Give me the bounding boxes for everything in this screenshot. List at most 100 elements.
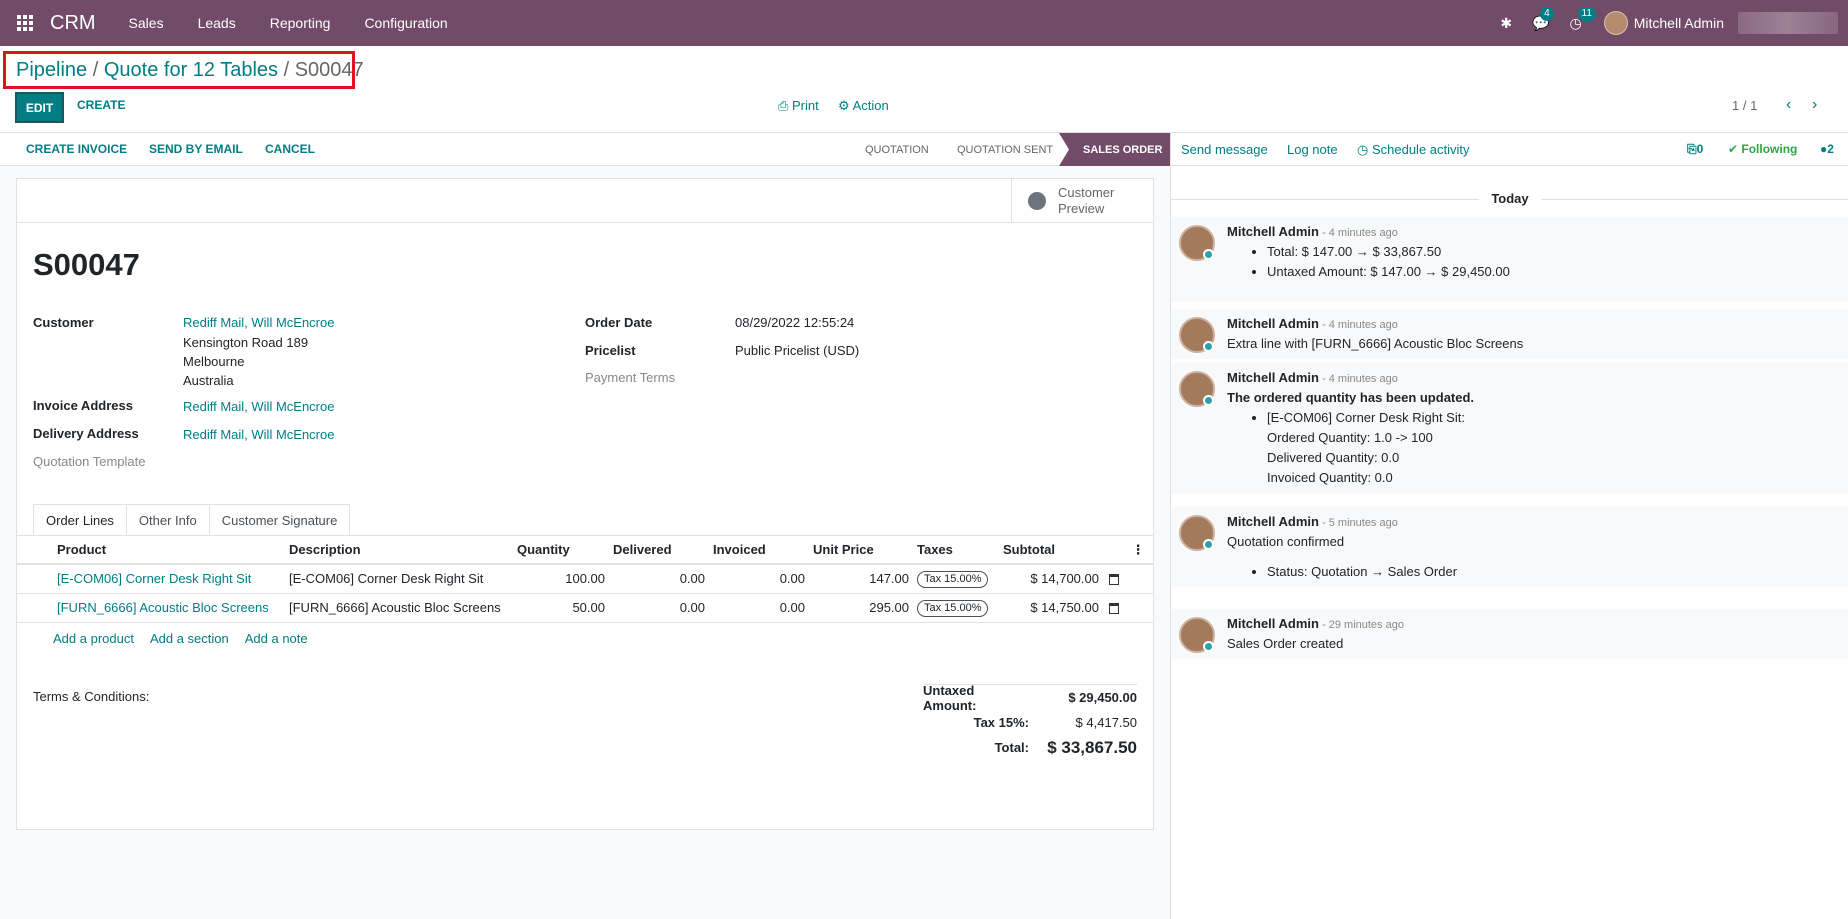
tracking-value: Status: Quotation → Sales Order <box>1267 562 1457 582</box>
breadcrumb-pipeline[interactable]: Pipeline <box>16 59 88 81</box>
column-unit-price[interactable]: Unit Price <box>809 536 913 565</box>
create-button[interactable]: CREATE <box>77 98 126 112</box>
stage-quotation-sent[interactable]: QUOTATION SENT <box>957 143 1054 156</box>
line-product[interactable]: [FURN_6666] Acoustic Bloc Screens <box>53 593 285 623</box>
sub-item: Invoiced Quantity: 0.0 <box>1267 470 1393 485</box>
add-note-link[interactable]: Add a note <box>244 631 308 646</box>
app-brand[interactable]: CRM <box>50 11 96 34</box>
tab-order-lines[interactable]: Order Lines <box>33 504 127 536</box>
pager-value[interactable]: 1 / 1 <box>1732 98 1758 113</box>
following-label: Following <box>1741 142 1798 156</box>
attachments-button[interactable]: ⎘0 <box>1687 142 1703 157</box>
messages-icon[interactable]: 💬 4 <box>1532 6 1554 32</box>
totals-box: Untaxed Amount: $ 29,450.00 Tax 15%: $ 4… <box>923 683 1137 760</box>
customer-value[interactable]: Rediff Mail, Will McEncroe <box>183 315 335 330</box>
stage-sales-order[interactable]: SALES ORDER <box>1059 133 1170 166</box>
followers-button[interactable]: ●2 <box>1820 142 1834 156</box>
line-taxes[interactable]: Tax 15.00% <box>913 564 999 594</box>
menu-sales[interactable]: Sales <box>128 15 164 31</box>
attachments-count: 0 <box>1696 142 1704 156</box>
menu-leads[interactable]: Leads <box>197 15 236 31</box>
trash-icon[interactable] <box>1109 574 1119 586</box>
cancel-button[interactable]: CANCEL <box>265 142 315 156</box>
top-navbar: CRM Sales Leads Reporting Configuration … <box>0 0 1848 46</box>
line-invoiced: 0.00 <box>709 593 809 623</box>
chatter-message[interactable]: Mitchell Admin - 4 minutes ago Extra lin… <box>1171 309 1848 359</box>
trash-icon[interactable] <box>1109 603 1119 615</box>
line-unit-price[interactable]: 147.00 <box>809 564 913 594</box>
column-taxes[interactable]: Taxes <box>913 536 999 565</box>
form-sheet: Customer Preview S00047 Customer Rediff M… <box>16 178 1154 830</box>
line-description[interactable]: [FURN_6666] Acoustic Bloc Screens <box>285 593 513 623</box>
line-quantity[interactable]: 100.00 <box>513 564 609 594</box>
column-invoiced[interactable]: Invoiced <box>709 536 809 565</box>
address-line: Kensington Road 189 <box>183 335 309 350</box>
line-product[interactable]: [E-COM06] Corner Desk Right Sit <box>53 564 285 594</box>
following-button[interactable]: ✔ Following <box>1728 142 1797 156</box>
line-taxes[interactable]: Tax 15.00% <box>913 593 999 623</box>
add-product-link[interactable]: Add a product <box>53 631 134 646</box>
total-label: Total: <box>994 740 1029 755</box>
action-button[interactable]: ⚙ Action <box>838 98 889 114</box>
column-delivered[interactable]: Delivered <box>609 536 709 565</box>
print-button[interactable]: ⎙ Print <box>778 98 819 114</box>
user-name: Mitchell Admin <box>1633 15 1724 31</box>
line-description[interactable]: [E-COM06] Corner Desk Right Sit <box>285 564 513 594</box>
schedule-activity-button[interactable]: ◷ Schedule activity <box>1357 142 1470 158</box>
invoice-address-value[interactable]: Rediff Mail, Will McEncroe <box>183 399 335 414</box>
apps-menu-icon[interactable] <box>0 0 50 46</box>
print-icon: ⎙ <box>778 98 793 113</box>
messages-badge: 4 <box>1540 6 1554 21</box>
line-subtotal-value: $ 14,750.00 <box>1030 600 1099 615</box>
activities-icon[interactable]: ◷ 11 <box>1570 6 1596 32</box>
message-text: The ordered quantity has been updated. <box>1227 390 1475 405</box>
terms-conditions-field[interactable]: Terms & Conditions: <box>33 689 150 704</box>
column-quantity[interactable]: Quantity <box>513 536 609 565</box>
line-unit-price[interactable]: 295.00 <box>809 593 913 623</box>
untaxed-row: Untaxed Amount: $ 29,450.00 <box>923 683 1137 713</box>
menu-reporting[interactable]: Reporting <box>269 15 331 31</box>
customer-preview-button[interactable]: Customer Preview <box>1011 179 1153 223</box>
add-section-link[interactable]: Add a section <box>149 631 229 646</box>
column-product[interactable]: Product <box>53 536 285 565</box>
message-time: - 5 minutes ago <box>1318 517 1398 529</box>
chatter-topbar: Send message Log note ◷ Schedule activit… <box>1171 133 1848 166</box>
optional-columns-icon[interactable]: ⋮ <box>1123 536 1153 565</box>
line-quantity[interactable]: 50.00 <box>513 593 609 623</box>
chatter-message[interactable]: Mitchell Admin - 5 minutes ago Quotation… <box>1171 507 1848 587</box>
line-delivered: 0.00 <box>609 564 709 594</box>
chatter-message[interactable]: Mitchell Admin - 4 minutes ago Total: $ … <box>1171 217 1848 302</box>
date-separator: Today <box>1171 191 1848 206</box>
stage-quotation[interactable]: QUOTATION <box>865 143 929 156</box>
breadcrumb-quote[interactable]: Quote for 12 Tables <box>103 59 279 81</box>
table-row[interactable]: [FURN_6666] Acoustic Bloc Screens [FURN_… <box>17 593 1153 623</box>
bug-icon[interactable]: ✱ <box>1500 14 1513 31</box>
order-date-label: Order Date <box>585 315 653 330</box>
pager-next-icon[interactable]: › <box>1812 96 1818 113</box>
chatter-message[interactable]: Mitchell Admin - 4 minutes ago The order… <box>1171 363 1848 494</box>
message-body: The ordered quantity has been updated. [… <box>1227 388 1474 488</box>
tab-other-info[interactable]: Other Info <box>125 504 210 536</box>
row-end <box>1123 593 1153 623</box>
send-by-email-button[interactable]: SEND BY EMAIL <box>149 142 243 156</box>
tax-row: Tax 15%: $ 4,417.50 <box>923 710 1137 735</box>
tracking-value: Total: $ 147.00 → $ 33,867.50 <box>1267 242 1510 262</box>
payment-terms-label: Payment Terms <box>585 370 676 385</box>
tab-customer-signature[interactable]: Customer Signature <box>208 504 351 536</box>
menu-configuration[interactable]: Configuration <box>364 15 448 31</box>
breadcrumb-separator: / <box>87 59 104 81</box>
delivery-address-value[interactable]: Rediff Mail, Will McEncroe <box>183 427 335 442</box>
create-invoice-button[interactable]: CREATE INVOICE <box>26 142 128 156</box>
send-message-button[interactable]: Send message <box>1181 142 1268 157</box>
log-note-button[interactable]: Log note <box>1287 142 1338 157</box>
pricelist-value: Public Pricelist (USD) <box>735 343 860 358</box>
quotation-template-label: Quotation Template <box>33 454 146 469</box>
online-status-icon <box>1203 249 1214 260</box>
table-row[interactable]: [E-COM06] Corner Desk Right Sit [E-COM06… <box>17 564 1153 594</box>
edit-button[interactable]: EDIT <box>15 92 64 123</box>
user-menu[interactable]: Mitchell Admin <box>1603 11 1724 35</box>
chatter-message[interactable]: Mitchell Admin - 29 minutes ago Sales Or… <box>1171 609 1848 659</box>
pager-previous-icon[interactable]: ‹ <box>1786 96 1792 113</box>
column-description[interactable]: Description <box>285 536 513 565</box>
column-subtotal[interactable]: Subtotal <box>999 536 1123 565</box>
